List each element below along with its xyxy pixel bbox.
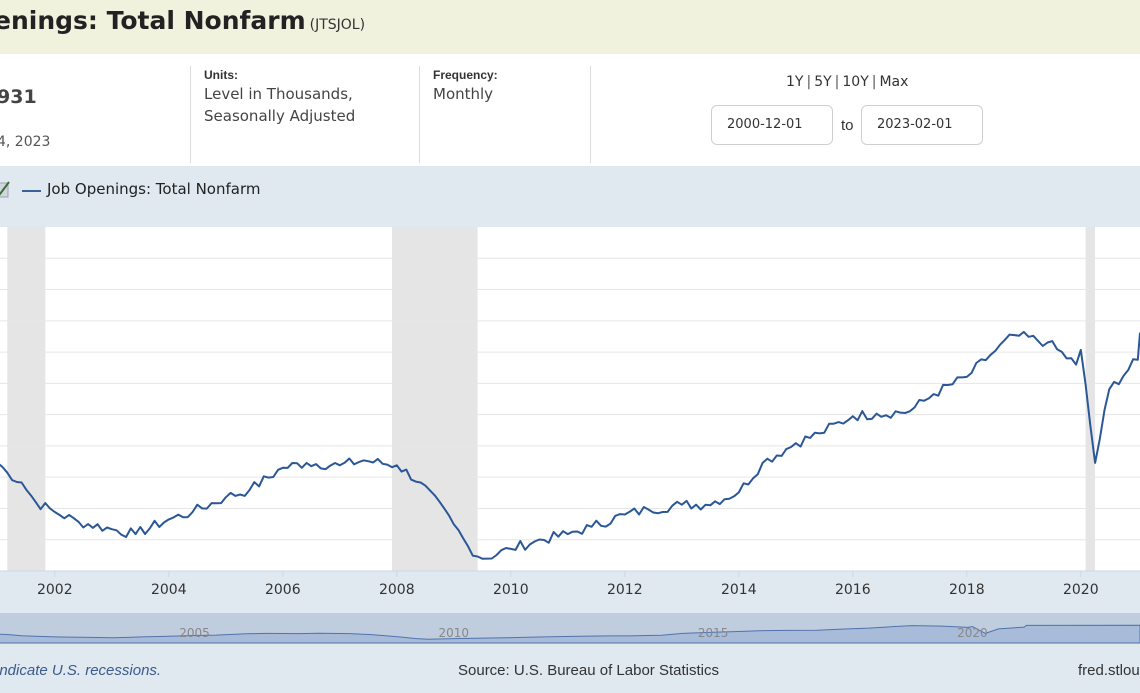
divider bbox=[590, 66, 591, 163]
x-tick-label: 2002 bbox=[37, 582, 73, 598]
x-tick-label: 2008 bbox=[379, 582, 415, 598]
recession-note: indicate U.S. recessions. bbox=[0, 662, 162, 679]
x-axis-ticks: 2002 2004 2006 2008 2010 2012 2014 2016 2018 2020 bbox=[0, 570, 1140, 598]
page-title: enings: Total Nonfarm (JTSJOL) bbox=[0, 6, 365, 35]
x-tick-label: 2020 bbox=[1063, 582, 1099, 598]
observation-value: 931 bbox=[0, 86, 37, 108]
end-date-input[interactable]: 2023-02-01 bbox=[861, 105, 983, 145]
x-tick-label: 2006 bbox=[265, 582, 301, 598]
units-label: Units: bbox=[204, 68, 238, 82]
units-line-2: Seasonally Adjusted bbox=[204, 107, 356, 125]
series-meta: 931 4, 2023 Units: Level in Thousands, S… bbox=[0, 54, 1140, 166]
navigator-tick-label: 2020 bbox=[957, 626, 988, 640]
x-tick-label: 2018 bbox=[949, 582, 985, 598]
range-separator: | bbox=[806, 74, 812, 90]
navigator[interactable]: 2005 2010 2015 2020 bbox=[0, 613, 1140, 644]
range-link-10y[interactable]: 10Y bbox=[842, 74, 869, 90]
checkmark-icon[interactable] bbox=[0, 180, 10, 198]
range-link-max[interactable]: Max bbox=[879, 74, 909, 90]
recession-band bbox=[1085, 227, 1096, 571]
legend-swatch bbox=[22, 190, 41, 192]
chart-svg: 2002 2004 2006 2008 2010 2012 2014 2016 2018 2020… bbox=[0, 227, 1140, 644]
x-tick-label: 2012 bbox=[607, 582, 643, 598]
divider bbox=[419, 66, 420, 163]
gridlines bbox=[0, 257, 1140, 541]
recession-bands bbox=[7, 227, 1096, 571]
x-tick-label: 2010 bbox=[493, 582, 529, 598]
range-link-5y[interactable]: 5Y bbox=[814, 74, 832, 90]
range-separator: | bbox=[871, 74, 877, 90]
x-tick-label: 2016 bbox=[835, 582, 871, 598]
observation-date: 4, 2023 bbox=[0, 134, 51, 150]
to-label: to bbox=[841, 117, 854, 134]
series-layer bbox=[0, 330, 1140, 560]
series-id: (JTSJOL) bbox=[309, 17, 366, 33]
series-line bbox=[0, 330, 1140, 560]
frequency-label: Frequency: bbox=[433, 68, 498, 82]
chart-panel: Job Openings: Total Nonfarm 2002 2004 2006… bbox=[0, 166, 1140, 693]
navigator-area bbox=[0, 624, 1140, 644]
navigator-tick-label: 2010 bbox=[439, 626, 470, 640]
site-link[interactable]: fred.stlou bbox=[1078, 662, 1140, 679]
series-title: enings: Total Nonfarm bbox=[0, 6, 306, 35]
navigator-tick-label: 2005 bbox=[179, 626, 210, 640]
range-links: 1Y | 5Y | 10Y | Max bbox=[786, 74, 908, 90]
x-tick-label: 2014 bbox=[721, 582, 757, 598]
recession-band bbox=[7, 227, 46, 571]
range-separator: | bbox=[834, 74, 840, 90]
start-date-input[interactable]: 2000-12-01 bbox=[711, 105, 833, 145]
x-tick-label: 2004 bbox=[151, 582, 187, 598]
navigator-mask bbox=[0, 613, 1140, 643]
title-bar: enings: Total Nonfarm (JTSJOL) bbox=[0, 0, 1140, 54]
divider bbox=[190, 66, 191, 163]
units-line-1: Level in Thousands, bbox=[204, 85, 353, 103]
range-link-1y[interactable]: 1Y bbox=[786, 74, 804, 90]
recession-band bbox=[392, 227, 478, 571]
source-text: Source: U.S. Bureau of Labor Statistics bbox=[458, 662, 719, 679]
frequency-value: Monthly bbox=[433, 85, 494, 103]
legend-label: Job Openings: Total Nonfarm bbox=[47, 180, 261, 198]
navigator-tick-label: 2015 bbox=[698, 626, 729, 640]
